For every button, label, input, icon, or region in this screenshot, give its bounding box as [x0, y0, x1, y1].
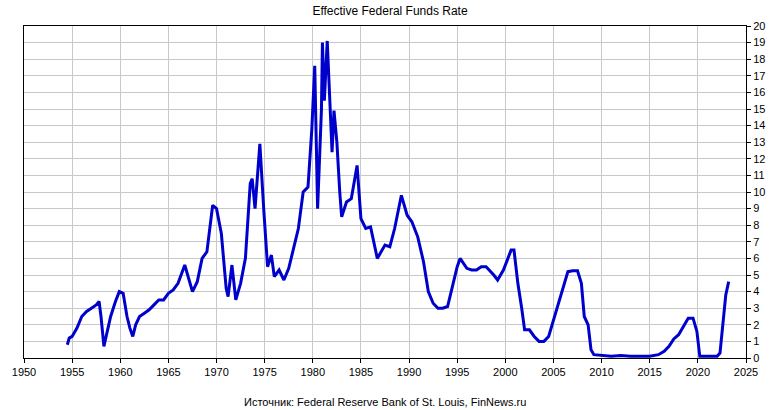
svg-text:8: 8 [753, 219, 759, 231]
svg-text:1980: 1980 [301, 366, 325, 378]
svg-text:9: 9 [753, 202, 759, 214]
svg-text:4: 4 [753, 285, 759, 297]
svg-text:1990: 1990 [397, 366, 421, 378]
svg-text:1995: 1995 [445, 366, 469, 378]
svg-text:14: 14 [753, 119, 765, 131]
svg-text:Источник: Federal Reserve Bank: Источник: Federal Reserve Bank of St. Lo… [244, 396, 526, 408]
svg-text:2: 2 [753, 319, 759, 331]
svg-text:1975: 1975 [252, 366, 276, 378]
svg-text:7: 7 [753, 236, 759, 248]
svg-text:2010: 2010 [589, 366, 613, 378]
svg-text:2025: 2025 [734, 366, 758, 378]
svg-text:6: 6 [753, 252, 759, 264]
svg-text:1955: 1955 [60, 366, 84, 378]
svg-text:1970: 1970 [204, 366, 228, 378]
svg-text:11: 11 [753, 169, 764, 181]
svg-text:1965: 1965 [156, 366, 180, 378]
svg-text:12: 12 [753, 153, 765, 165]
svg-text:1950: 1950 [12, 366, 36, 378]
svg-text:2000: 2000 [493, 366, 517, 378]
svg-text:13: 13 [753, 136, 765, 148]
svg-text:5: 5 [753, 269, 759, 281]
svg-text:15: 15 [753, 103, 765, 115]
svg-text:18: 18 [753, 53, 765, 65]
svg-text:10: 10 [753, 186, 765, 198]
svg-text:Effective Federal Funds Rate: Effective Federal Funds Rate [312, 4, 468, 18]
svg-text:2020: 2020 [686, 366, 710, 378]
svg-text:2015: 2015 [637, 366, 661, 378]
svg-text:1985: 1985 [349, 366, 373, 378]
svg-text:20: 20 [753, 20, 765, 32]
svg-text:16: 16 [753, 86, 765, 98]
svg-text:1: 1 [753, 335, 759, 347]
svg-text:3: 3 [753, 302, 759, 314]
svg-text:19: 19 [753, 36, 765, 48]
svg-text:17: 17 [753, 70, 765, 82]
svg-text:0: 0 [753, 352, 759, 364]
svg-text:1960: 1960 [108, 366, 132, 378]
svg-text:2005: 2005 [541, 366, 565, 378]
